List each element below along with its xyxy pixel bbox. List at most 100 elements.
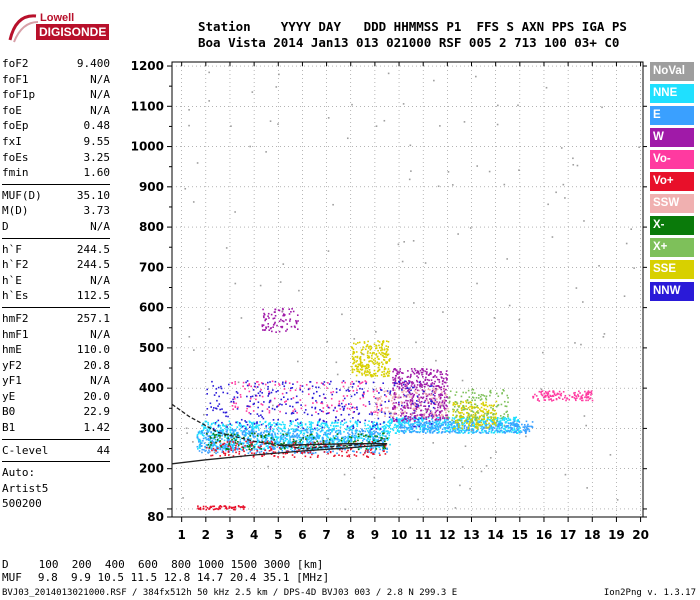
echo-point: [204, 427, 207, 430]
echo-point: [283, 388, 286, 390]
echo-point: [267, 395, 270, 397]
echo-point: [280, 398, 283, 401]
echo-point: [471, 428, 473, 431]
echo-point: [207, 451, 209, 454]
echo-point: [460, 414, 462, 417]
echo-point: [587, 399, 589, 402]
echo-point: [491, 419, 494, 422]
echo-point: [417, 403, 419, 406]
param-value: 22.9: [83, 405, 111, 419]
echo-point: [341, 436, 343, 439]
param-value: N/A: [90, 72, 110, 86]
echo-point: [215, 441, 217, 444]
d-values: 100 200 400 600 800 1000 1500 3000 [km]: [38, 558, 324, 571]
echo-point: [278, 441, 281, 444]
echo-point: [394, 396, 397, 399]
echo-point: [437, 431, 440, 434]
echo-point: [309, 451, 312, 453]
echo-point: [423, 392, 426, 394]
echo-point: [553, 392, 556, 395]
echo-point: [245, 429, 248, 432]
echo-point: [473, 422, 475, 425]
echo-point: [284, 432, 287, 435]
echo-point: [341, 405, 344, 408]
echo-point: [425, 422, 428, 425]
echo-point: [421, 371, 424, 374]
echo-point: [249, 446, 251, 449]
param-row: D N/A: [2, 219, 110, 235]
echo-point: [422, 417, 425, 420]
echo-point: [421, 369, 424, 371]
echo-point: [296, 434, 298, 436]
echo-point: [503, 425, 506, 428]
echo-point: [323, 397, 326, 399]
echo-point: [389, 431, 391, 433]
echo-point: [472, 388, 475, 391]
echo-point: [360, 434, 363, 437]
echo-point: [404, 426, 406, 429]
echo-point: [477, 397, 480, 399]
echo-point: [398, 381, 401, 383]
echo-point: [336, 410, 338, 413]
echo-point: [292, 438, 295, 441]
echo-point: [302, 435, 305, 437]
echo-point: [638, 146, 640, 149]
echo-point: [292, 433, 294, 435]
echo-point: [439, 425, 441, 427]
echo-point: [418, 416, 420, 419]
echo-point: [389, 393, 391, 395]
y-tick-label: 600: [139, 301, 164, 315]
echo-point: [222, 424, 225, 427]
param-row: yF1 N/A: [2, 373, 110, 389]
echo-point: [277, 441, 280, 444]
echo-point: [282, 436, 285, 438]
echo-point: [415, 405, 417, 408]
param-value: N/A: [90, 327, 110, 341]
echo-point: [361, 442, 363, 444]
y-tick-label: 1000: [131, 140, 164, 154]
echo-point: [380, 436, 382, 439]
echo-point: [369, 430, 372, 432]
echo-point: [383, 366, 386, 369]
echo-point: [365, 436, 367, 438]
echo-point: [281, 310, 284, 312]
echo-point: [412, 240, 415, 242]
echo-point: [337, 429, 340, 432]
echo-point: [307, 388, 310, 391]
echo-point: [280, 445, 282, 448]
echo-point: [381, 400, 383, 402]
echo-point: [442, 311, 444, 313]
echo-point: [266, 429, 268, 432]
echo-point: [359, 444, 362, 447]
echo-point: [317, 421, 320, 423]
echo-point: [422, 375, 424, 378]
echo-point: [437, 402, 440, 405]
echo-point: [340, 402, 343, 405]
echo-point: [581, 397, 583, 400]
echo-point: [296, 411, 298, 414]
echo-point: [339, 446, 342, 449]
echo-point: [290, 445, 293, 447]
echo-point: [403, 394, 406, 397]
echo-point: [402, 383, 405, 386]
echo-point: [453, 422, 455, 424]
param-group-critical-freqs: foF2 9.400 foF1 N/A foF1p N/A foE N/A foEp 0.48 fx…: [2, 56, 110, 181]
echo-point: [205, 432, 208, 434]
echo-point: [210, 437, 212, 439]
echo-point: [328, 407, 331, 409]
echo-point: [420, 403, 422, 405]
y-tick-label: 200: [139, 462, 164, 476]
echo-point: [431, 382, 434, 384]
echo-point: [524, 428, 527, 431]
echo-point: [438, 381, 441, 383]
echo-point: [438, 393, 440, 396]
echo-point: [351, 433, 354, 435]
echo-point: [309, 430, 312, 433]
echo-point: [304, 423, 307, 425]
echo-point: [238, 424, 240, 426]
echo-point: [371, 412, 373, 415]
echo-point: [203, 426, 205, 429]
echo-point: [455, 401, 458, 404]
echo-point: [381, 347, 383, 350]
echo-point: [376, 432, 379, 434]
